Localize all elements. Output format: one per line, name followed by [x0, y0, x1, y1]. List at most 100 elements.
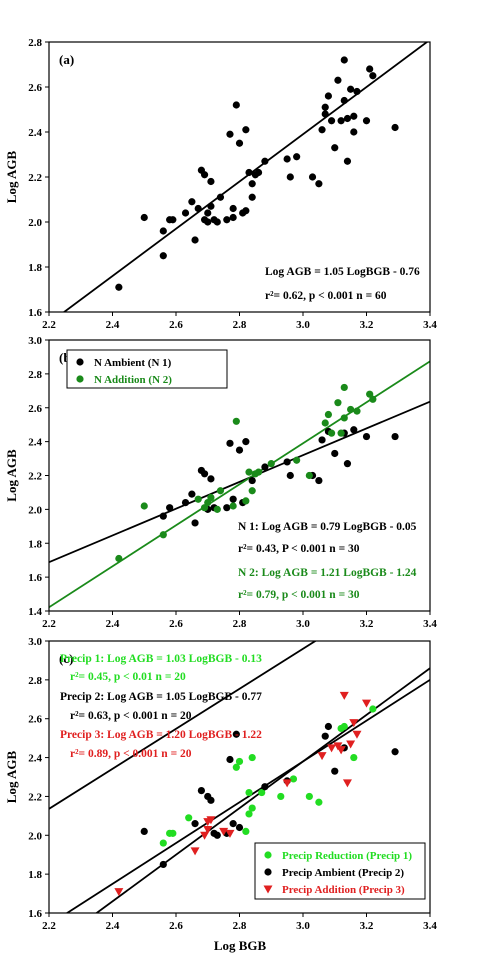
data-point: [337, 117, 345, 125]
legend-box: [254, 842, 426, 900]
data-point: [140, 827, 148, 836]
annotation: r²= 0.45, p < 0.01 n = 20: [70, 671, 186, 683]
x-axis-title: Log BGB: [214, 938, 267, 953]
data-point: [229, 820, 237, 828]
data-point: [254, 168, 263, 177]
data-point: [213, 218, 221, 226]
y-tick-label: 2.4: [28, 437, 42, 449]
y-tick-label: 1.8: [28, 262, 42, 274]
data-point: [317, 752, 327, 761]
data-point: [242, 497, 250, 505]
annotation: N 2: Log AGB = 1.21 LogBGB - 1.24: [238, 567, 417, 579]
data-point: [181, 209, 190, 217]
data-point: [248, 476, 256, 485]
data-point: [226, 755, 234, 764]
data-point: [169, 829, 177, 837]
y-tick-label: 2.2: [28, 791, 42, 803]
data-point: [207, 493, 215, 502]
data-point: [261, 783, 269, 791]
x-tick-label: 3.4: [423, 618, 437, 630]
y-tick-label: 1.6: [28, 908, 42, 920]
data-point: [188, 198, 196, 206]
data-point: [181, 499, 190, 507]
data-point: [245, 810, 253, 818]
x-tick-label: 2.2: [42, 920, 56, 932]
data-point: [315, 180, 323, 188]
x-tick-label: 2.6: [169, 618, 183, 630]
data-point: [191, 519, 199, 527]
plot-frame: [48, 339, 431, 612]
data-point: [340, 414, 348, 422]
data-point: [242, 207, 250, 215]
data-point: [350, 426, 358, 434]
x-tick-label: 2.2: [42, 618, 56, 630]
data-point: [391, 432, 399, 441]
data-point: [343, 157, 352, 165]
data-point: [159, 531, 167, 539]
y-tick-label: 1.6: [28, 572, 42, 584]
legend-box: [66, 349, 228, 389]
data-point: [188, 490, 196, 498]
data-point: [190, 847, 200, 856]
y-tick-label: 2.6: [28, 403, 42, 415]
data-point: [206, 816, 216, 825]
x-tick-label: 3.0: [296, 319, 310, 331]
annotation: N 1: Log AGB = 0.79 LogBGB - 0.05: [238, 521, 417, 533]
regression-line: [49, 400, 430, 564]
data-point: [362, 699, 371, 708]
annotation: Precip 2: Log AGB = 1.05 LogBGB - 0.77: [60, 691, 262, 703]
annotation: Precip 3: Log AGB = 1.20 LogBGB - 1.22: [60, 729, 262, 741]
data-point: [318, 126, 326, 134]
data-point: [245, 788, 253, 797]
data-point: [305, 792, 313, 801]
data-point: [200, 831, 210, 840]
x-tick-label: 2.4: [106, 618, 120, 630]
annotation: r²= 0.79, p < 0.001 n = 30: [238, 589, 360, 601]
legend-label: Precip Addition (Precip 3): [282, 884, 405, 896]
data-point: [366, 65, 374, 73]
data-point: [282, 779, 292, 788]
data-point: [353, 87, 361, 96]
data-point: [267, 460, 275, 468]
data-point: [229, 204, 237, 213]
data-point: [350, 112, 358, 120]
y-tick-label: 2.0: [28, 830, 42, 842]
data-point: [225, 829, 235, 838]
panel-a: 2.2 2.4 2.6 2.8 3.0 3.2 3.4 1.6 1.8 2.0 2.2 2.4 2.6 2…: [4, 37, 437, 331]
data-point: [391, 123, 399, 132]
regression-line: [49, 641, 318, 810]
data-point: [339, 691, 349, 700]
data-point: [318, 436, 326, 444]
panel-label: (a): [59, 52, 74, 67]
annotation: r²= 0.43, P < 0.001 n = 30: [238, 543, 360, 555]
plot-frame: [48, 640, 431, 914]
data-point: [185, 814, 193, 822]
data-point: [321, 419, 329, 427]
data-point: [331, 449, 339, 458]
data-point: [166, 504, 174, 512]
regression-line: [95, 667, 430, 913]
data-point: [342, 779, 352, 788]
data-point: [283, 155, 291, 163]
data-point: [207, 796, 215, 804]
annotation: r²= 0.89, p < 0.001 n = 20: [70, 748, 192, 760]
data-point: [245, 168, 253, 177]
data-point: [391, 748, 399, 756]
x-tick-label: 3.2: [360, 319, 374, 331]
data-point: [321, 103, 329, 111]
data-point: [194, 495, 202, 503]
annotation: r²= 0.63, p < 0.001 n = 20: [70, 710, 192, 722]
data-point: [197, 787, 205, 795]
data-point: [248, 804, 256, 812]
data-point: [204, 218, 212, 226]
legend: Precip Reduction (Precip 1) Precip Ambien…: [254, 842, 426, 900]
data-point: [286, 471, 294, 480]
data-point: [343, 114, 352, 123]
legend: N Ambient (N 1) N Addition (N 2): [66, 349, 228, 389]
data-point: [232, 417, 240, 425]
data-point: [347, 85, 355, 93]
data-point: [194, 204, 202, 213]
data-point: [207, 202, 215, 210]
data-point: [324, 410, 332, 419]
